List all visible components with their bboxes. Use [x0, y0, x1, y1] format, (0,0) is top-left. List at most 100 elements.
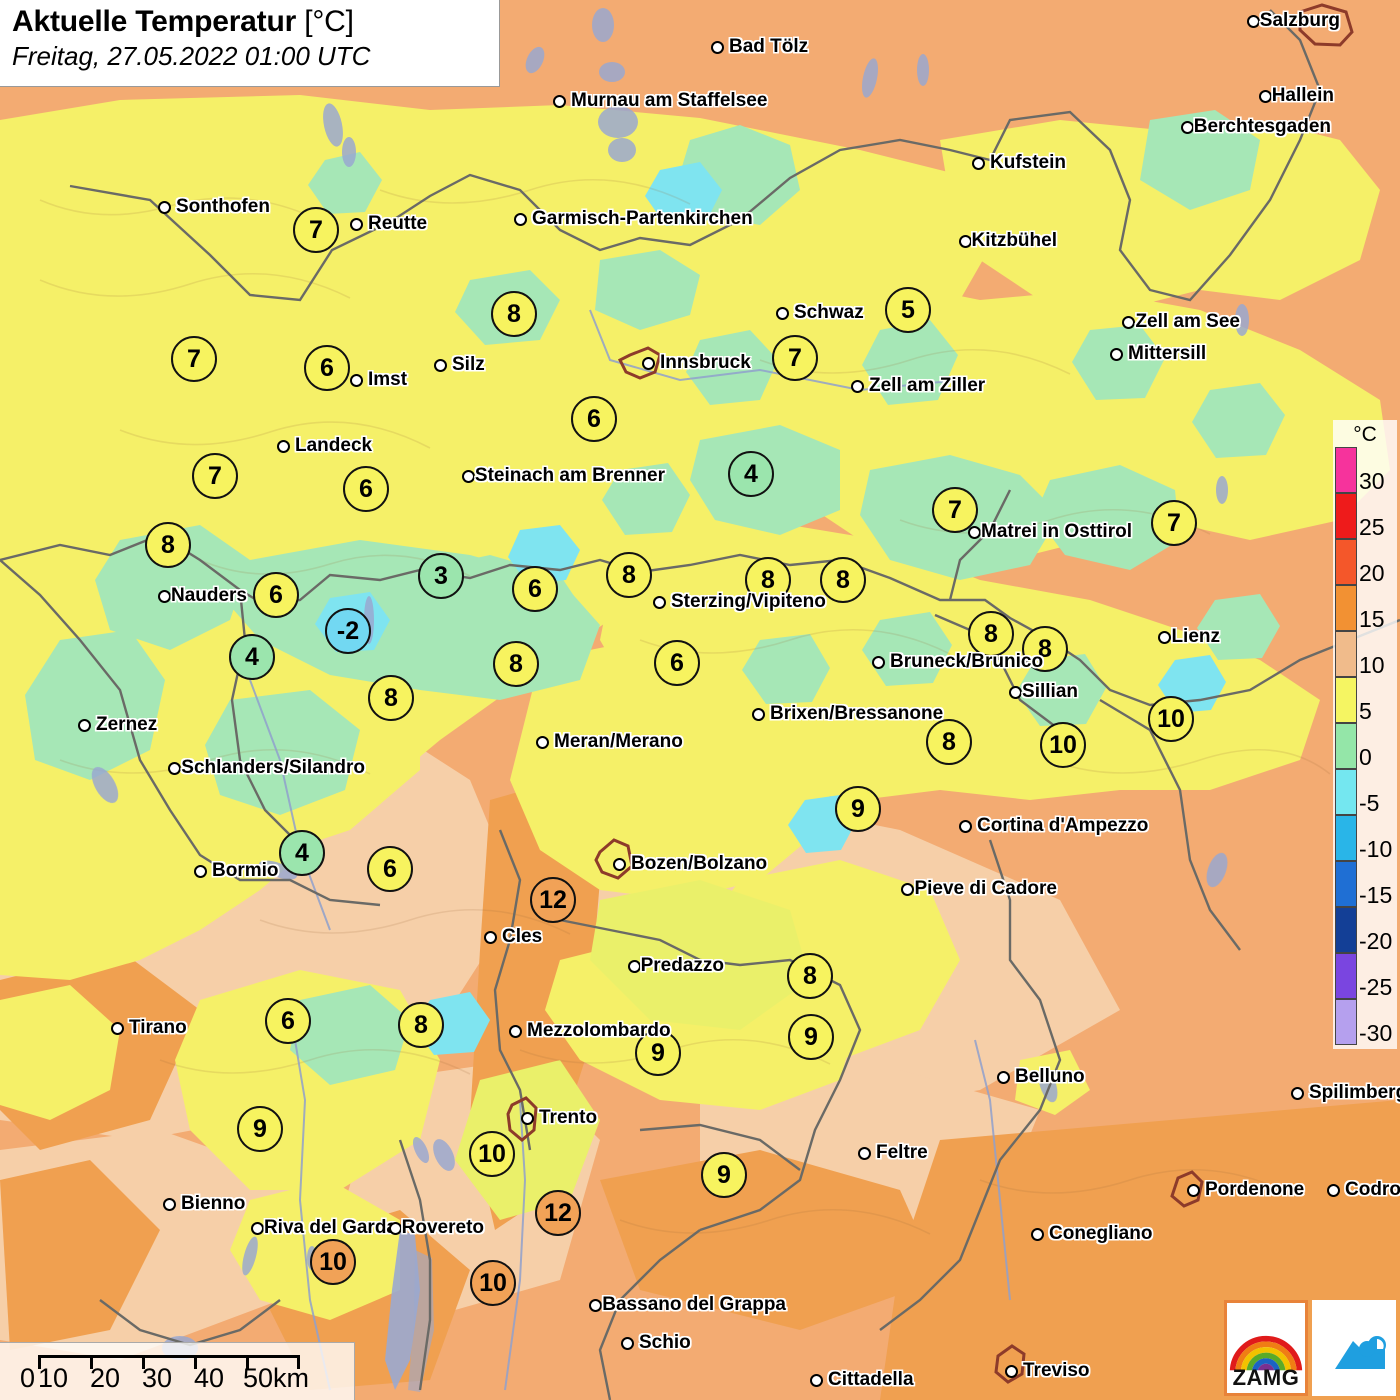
- legend-label: 30: [1359, 468, 1385, 494]
- station-value-marker[interactable]: 10: [470, 1260, 516, 1306]
- city-marker-icon: [484, 930, 497, 944]
- station-value-marker[interactable]: 4: [279, 830, 325, 876]
- station-value-marker[interactable]: 4: [728, 451, 774, 497]
- station-value-marker[interactable]: 6: [654, 640, 700, 686]
- station-value-marker[interactable]: 10: [310, 1239, 356, 1285]
- city-label: Zell am See: [1122, 311, 1245, 333]
- city-name: Bassano del Grappa: [602, 1294, 786, 1315]
- station-value-marker[interactable]: 7: [932, 487, 978, 533]
- city-name: Codroipo: [1345, 1179, 1400, 1200]
- city-label: Zell am Ziller: [851, 375, 985, 397]
- station-value-marker[interactable]: 7: [171, 336, 217, 382]
- scale-tick-label: 0: [20, 1363, 36, 1393]
- city-name: Rovereto: [401, 1217, 484, 1238]
- city-marker-icon: [627, 959, 641, 973]
- legend-swatch: [1335, 539, 1357, 585]
- city-label: Salzburg: [1246, 10, 1345, 32]
- city-label: Garmisch-Partenkirchen: [514, 208, 753, 230]
- title-text: Aktuelle Temperatur: [12, 5, 297, 38]
- station-value-marker[interactable]: 8: [1022, 626, 1068, 672]
- scale-tick-label: 40: [194, 1363, 225, 1393]
- station-value-marker[interactable]: 9: [237, 1106, 283, 1152]
- legend-entry: 25: [1333, 493, 1397, 539]
- city-label: Belluno: [997, 1066, 1085, 1088]
- station-value-marker[interactable]: 8: [968, 611, 1014, 657]
- station-value-marker[interactable]: 8: [491, 291, 537, 337]
- city-label: Nauders: [157, 585, 252, 607]
- station-value-marker[interactable]: 10: [469, 1131, 515, 1177]
- station-value-marker[interactable]: 9: [788, 1014, 834, 1060]
- legend-entry: 15: [1333, 585, 1397, 631]
- station-value-marker[interactable]: 8: [606, 552, 652, 598]
- station-value-marker[interactable]: 7: [1151, 500, 1197, 546]
- station-value-marker[interactable]: 8: [926, 719, 972, 765]
- station-value-marker[interactable]: 3: [418, 553, 464, 599]
- city-name: Pieve di Cadore: [914, 878, 1057, 899]
- station-value-marker[interactable]: 10: [1148, 696, 1194, 742]
- station-value-marker[interactable]: 8: [398, 1002, 444, 1048]
- station-value-marker[interactable]: 8: [745, 557, 791, 603]
- station-value-marker[interactable]: 4: [229, 634, 275, 680]
- city-marker-icon: [514, 212, 527, 226]
- station-value-marker[interactable]: 7: [293, 207, 339, 253]
- station-value-marker[interactable]: 8: [145, 522, 191, 568]
- city-name: Hallein: [1271, 85, 1334, 106]
- city-label: Treviso: [1005, 1360, 1090, 1382]
- city-name: Trento: [539, 1107, 598, 1128]
- station-value-marker[interactable]: 10: [1040, 722, 1086, 768]
- station-value-marker[interactable]: 9: [635, 1030, 681, 1076]
- station-value-marker[interactable]: 8: [493, 641, 539, 687]
- rainbow-icon: [1227, 1335, 1305, 1376]
- city-label: Bruneck/Brunico: [872, 651, 1043, 673]
- city-name: Cittadella: [828, 1369, 914, 1390]
- legend-entry: 0: [1333, 723, 1397, 769]
- station-value-marker[interactable]: 6: [265, 998, 311, 1044]
- station-value-marker[interactable]: 5: [885, 287, 931, 333]
- station-value-marker[interactable]: 7: [772, 335, 818, 381]
- station-value-marker[interactable]: 12: [535, 1190, 581, 1236]
- city-name: Mittersill: [1128, 343, 1207, 364]
- station-value-marker[interactable]: 6: [367, 846, 413, 892]
- station-value-marker[interactable]: 6: [343, 466, 389, 512]
- city-label: Lienz: [1158, 626, 1225, 648]
- city-name: Zell am Ziller: [869, 375, 986, 396]
- city-marker-icon: [642, 356, 655, 370]
- city-marker-icon: [111, 1021, 124, 1035]
- city-name: Sillian: [1022, 681, 1078, 702]
- city-marker-icon: [1122, 315, 1136, 329]
- city-name: Bormio: [212, 860, 279, 881]
- city-marker-icon: [1327, 1183, 1340, 1197]
- legend-swatch: [1335, 677, 1357, 723]
- station-value-marker[interactable]: -2: [325, 608, 371, 654]
- city-name: Schio: [639, 1332, 691, 1353]
- city-label: Cles: [484, 926, 542, 948]
- station-value-marker[interactable]: 6: [253, 572, 299, 618]
- city-marker-icon: [1187, 1183, 1200, 1197]
- legend-label: 15: [1359, 606, 1385, 632]
- station-value-marker[interactable]: 8: [820, 557, 866, 603]
- legend-unit-label: °C: [1353, 423, 1377, 446]
- city-label: Trento: [521, 1107, 597, 1129]
- legend-label: 20: [1359, 560, 1385, 586]
- station-value-marker[interactable]: 9: [701, 1152, 747, 1198]
- city-marker-icon: [350, 217, 363, 231]
- station-value-marker[interactable]: 6: [571, 396, 617, 442]
- station-value-marker[interactable]: 8: [787, 953, 833, 999]
- station-value-marker[interactable]: 8: [368, 675, 414, 721]
- city-marker-icon: [1005, 1364, 1018, 1378]
- city-label: Feltre: [858, 1142, 928, 1164]
- city-marker-icon: [78, 718, 91, 732]
- city-label: Riva del Garda: [250, 1217, 402, 1239]
- station-value-marker[interactable]: 12: [530, 877, 576, 923]
- station-value-marker[interactable]: 7: [192, 453, 238, 499]
- station-value-marker[interactable]: 6: [512, 566, 558, 612]
- city-name: Kufstein: [990, 152, 1066, 173]
- city-name: Cles: [502, 926, 543, 947]
- station-value-marker[interactable]: 9: [835, 786, 881, 832]
- city-marker-icon: [168, 761, 182, 775]
- city-marker-icon: [968, 525, 982, 539]
- city-label: Sterzing/Vipiteno: [653, 591, 826, 613]
- legend-swatch: [1335, 953, 1357, 999]
- city-marker-icon: [653, 595, 666, 609]
- station-value-marker[interactable]: 6: [304, 345, 350, 391]
